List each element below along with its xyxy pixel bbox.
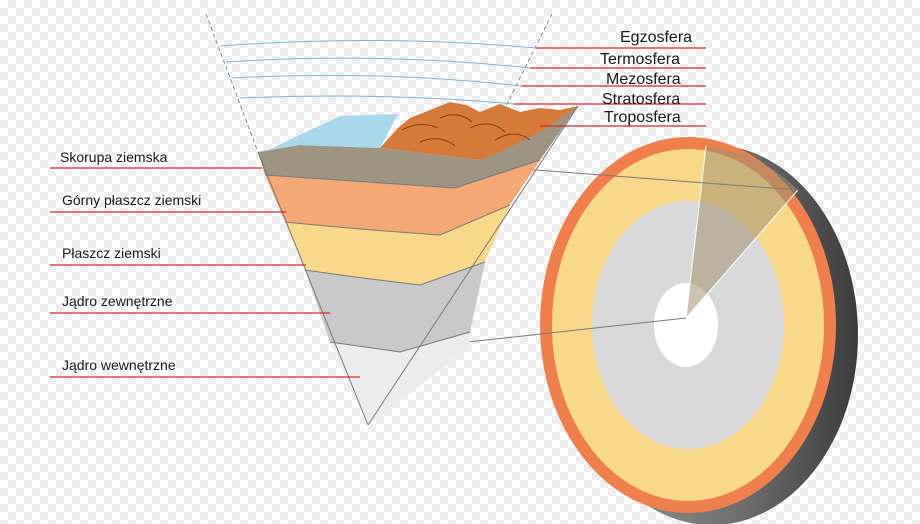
wedge-upper-mantle <box>265 160 540 235</box>
wedge-ocean <box>268 114 398 150</box>
atmosphere-line-egzosfera <box>219 39 537 49</box>
wedge-inner-core <box>330 332 470 425</box>
wedge-left-edge <box>257 151 369 426</box>
label-troposfera: Troposfera <box>604 109 681 126</box>
atmosphere-line-stratosfera <box>239 95 515 105</box>
label-stratosfera: Stratosfera <box>602 91 680 108</box>
boundary-mantle-outer-core <box>304 261 486 286</box>
label-mezosfera: Mezosfera <box>606 71 681 88</box>
right-labels: Egzosfera Termosfera Mezosfera Stratosfe… <box>514 29 706 127</box>
wedge-mountain-range <box>380 102 578 160</box>
label-egzosfera: Egzosfera <box>620 29 692 46</box>
sphere-wedge-edge-right <box>685 189 799 319</box>
atmosphere-layers <box>205 13 553 153</box>
wedge-right-edge <box>367 105 579 426</box>
mountain-ridge-lines <box>401 114 531 147</box>
boundary-crust-upper-mantle <box>264 159 541 189</box>
sphere-cross-section <box>540 137 858 524</box>
atmosphere-line-termosfera <box>225 57 531 69</box>
sphere-wedge-highlight <box>686 146 798 318</box>
sphere-wedge-edge-left <box>685 145 707 319</box>
label-skorupa-ziemska: Skorupa ziemska <box>60 149 168 165</box>
wedge-mantle <box>285 205 510 285</box>
left-labels: Skorupa ziemska Górny płaszcz ziemski Pł… <box>50 149 360 378</box>
atmosphere-right-guide <box>497 13 553 123</box>
label-termosfera: Termosfera <box>600 51 680 68</box>
earth-layers-wedge <box>257 102 579 426</box>
wedge-crust <box>258 106 578 188</box>
atmosphere-left-guide <box>205 13 259 153</box>
label-jadro-zewnetrzne: Jądro zewnętrzne <box>62 293 173 309</box>
wedge-outer-core <box>305 262 485 352</box>
atmosphere-line-mezosfera <box>231 74 523 87</box>
sphere-inner-core <box>654 283 718 367</box>
label-jadro-wewnetrzne: Jądro wewnętrzne <box>62 357 176 373</box>
label-gorny-plaszcz: Górny płaszcz ziemski <box>62 192 201 208</box>
label-plaszcz-ziemski: Płaszcz ziemski <box>62 245 161 261</box>
boundary-outer-inner-core <box>329 331 471 353</box>
boundary-upper-mantle-mantle <box>284 204 511 236</box>
